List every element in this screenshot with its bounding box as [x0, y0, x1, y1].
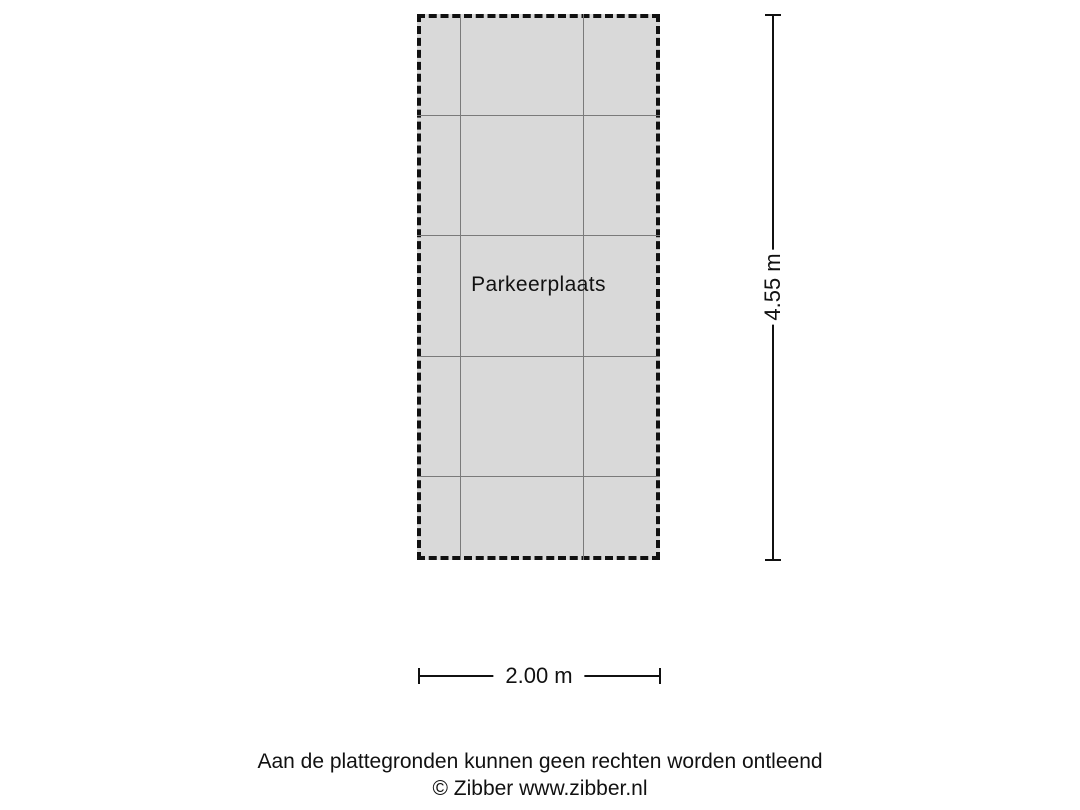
parking-area-shape — [417, 14, 660, 560]
grid-line-horizontal-2 — [417, 235, 660, 236]
footer-copyright-line: © Zibber www.zibber.nl — [432, 777, 648, 800]
dimension-tick-right — [659, 668, 661, 684]
dimension-label-horizontal: 2.00 m — [493, 661, 585, 691]
dimension-tick-left — [418, 668, 420, 684]
grid-line-vertical-1 — [460, 14, 461, 560]
grid-line-horizontal-3 — [417, 356, 660, 357]
footer-disclaimer-line: Aan de plattegronden kunnen geen rechten… — [257, 750, 823, 773]
room-label-parkeerplaats: Parkeerplaats — [471, 273, 606, 296]
grid-line-horizontal-4 — [417, 476, 660, 477]
dimension-tick-bottom — [765, 559, 781, 561]
footer-disclaimer: Aan de plattegronden kunnen geen rechten… — [0, 748, 1080, 802]
grid-line-vertical-2 — [583, 14, 584, 560]
grid-line-horizontal-1 — [417, 115, 660, 116]
dimension-label-vertical: 4.55 m — [754, 249, 792, 325]
dimension-tick-top — [765, 14, 781, 16]
